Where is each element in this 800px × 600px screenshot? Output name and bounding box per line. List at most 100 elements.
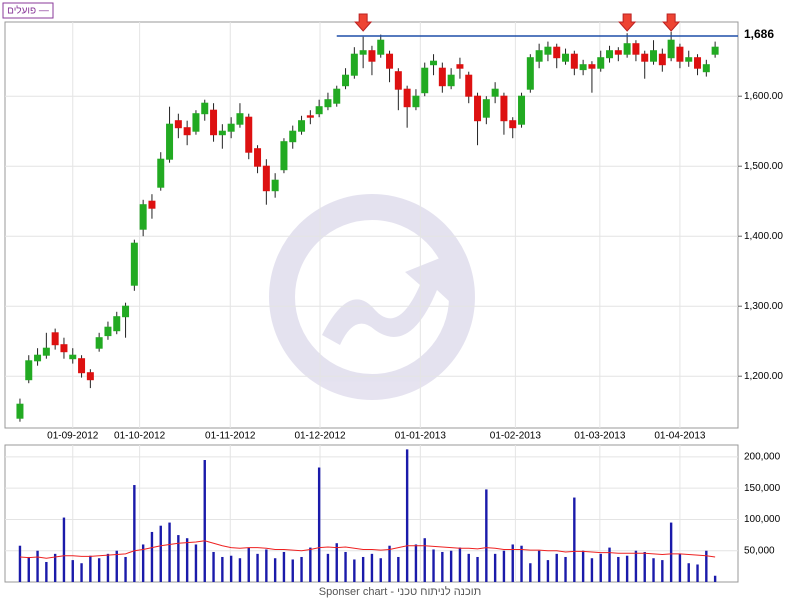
volume-bar (291, 559, 294, 582)
candle-body (113, 316, 121, 332)
volume-bar (344, 551, 347, 582)
volume-bar (713, 575, 717, 582)
candle-body (579, 64, 587, 71)
volume-bar (608, 547, 611, 582)
volume-bar (212, 551, 215, 582)
candle-body (702, 64, 710, 73)
volume-bar (379, 558, 382, 582)
volume-bar (361, 556, 365, 582)
x-tick-label: 01-10-2012 (114, 431, 166, 442)
volume-bar (546, 560, 550, 582)
candle-body (157, 158, 165, 188)
candle-body (562, 53, 570, 62)
x-tick-label: 01-09-2012 (47, 431, 99, 442)
candle-body (104, 326, 112, 337)
candle-body (289, 130, 297, 143)
volume-bar (115, 550, 118, 582)
candle-body (482, 99, 490, 118)
volume-bar (625, 555, 629, 582)
candle-body (632, 43, 640, 55)
candle-body (570, 53, 578, 69)
volume-bar (194, 544, 198, 582)
candle-body (95, 337, 103, 349)
volume-bar (432, 549, 435, 582)
candle-body (183, 127, 191, 136)
candle-body (509, 120, 517, 129)
candle-body (421, 67, 429, 94)
candle-body (491, 88, 499, 97)
candle-body (623, 43, 631, 55)
volume-bar (467, 553, 470, 582)
volume-bar (335, 543, 338, 582)
volume-bar (564, 556, 567, 582)
y-tick-label: 1,400.00 (744, 231, 783, 242)
candle-body (342, 74, 350, 87)
candle-body (227, 123, 235, 132)
x-tick-label: 01-01-2013 (395, 431, 447, 442)
volume-bar (652, 558, 655, 582)
volume-bar (80, 563, 83, 582)
candle-body (386, 53, 394, 69)
x-tick-label: 01-12-2012 (294, 431, 346, 442)
volume-bar (485, 489, 488, 582)
volume-bar (141, 544, 145, 582)
volume-bar (661, 560, 664, 582)
volume-bar (273, 558, 277, 582)
resistance-label: 1,686 (744, 27, 774, 41)
candle-body (25, 360, 33, 381)
arrow-marker (662, 13, 681, 32)
candle-body (447, 74, 455, 87)
candle-body (42, 347, 50, 356)
candle-body (148, 200, 156, 209)
watermark (269, 194, 475, 400)
volume-bar (300, 556, 303, 582)
candle-body (298, 120, 306, 132)
volume-bar (282, 551, 286, 582)
y-tick-label: 1,300.00 (744, 301, 783, 312)
candle-body (685, 57, 693, 62)
x-tick-label: 01-11-2012 (205, 431, 256, 442)
candle-body (597, 57, 605, 69)
volume-bar (106, 553, 110, 582)
volume-bar (634, 550, 638, 582)
candle-body (658, 53, 666, 66)
legend-box (2, 2, 54, 19)
volume-bar (53, 553, 57, 582)
arrow-marker (354, 13, 373, 32)
candle-body (51, 332, 59, 346)
candle-body (139, 204, 147, 230)
volume-bar (529, 563, 532, 582)
candle-body (650, 50, 658, 62)
volume-bar (309, 547, 312, 582)
candle-body (16, 403, 24, 419)
volume-bar (89, 555, 92, 582)
candle-body (518, 95, 526, 125)
volume-bar (168, 522, 171, 582)
candle-body (694, 57, 702, 69)
price-panel (4, 21, 739, 429)
volume-bar (696, 564, 699, 582)
candle-body (430, 60, 438, 66)
candle-body (86, 372, 94, 381)
y-tick-label: 100,000 (744, 514, 781, 525)
volume-bar (159, 525, 162, 582)
volume-bar (599, 553, 602, 582)
candle-body (641, 53, 649, 62)
candle-body (588, 64, 596, 69)
volume-bar (476, 556, 479, 582)
candle-body (667, 39, 675, 59)
volume-bar (449, 550, 453, 582)
candle-body (69, 354, 77, 360)
candle-body (245, 116, 253, 153)
volume-bar (36, 550, 39, 582)
volume-bar (397, 556, 400, 582)
y-tick-label: 50,000 (744, 545, 775, 556)
volume-bar (62, 517, 66, 582)
y-tick-label: 150,000 (744, 483, 781, 494)
volume-bar (423, 538, 426, 582)
candle-body (403, 88, 411, 108)
volume-bar (687, 563, 690, 582)
arrow-marker (618, 13, 637, 32)
volume-bar (705, 550, 708, 582)
volume-bar (458, 547, 462, 582)
